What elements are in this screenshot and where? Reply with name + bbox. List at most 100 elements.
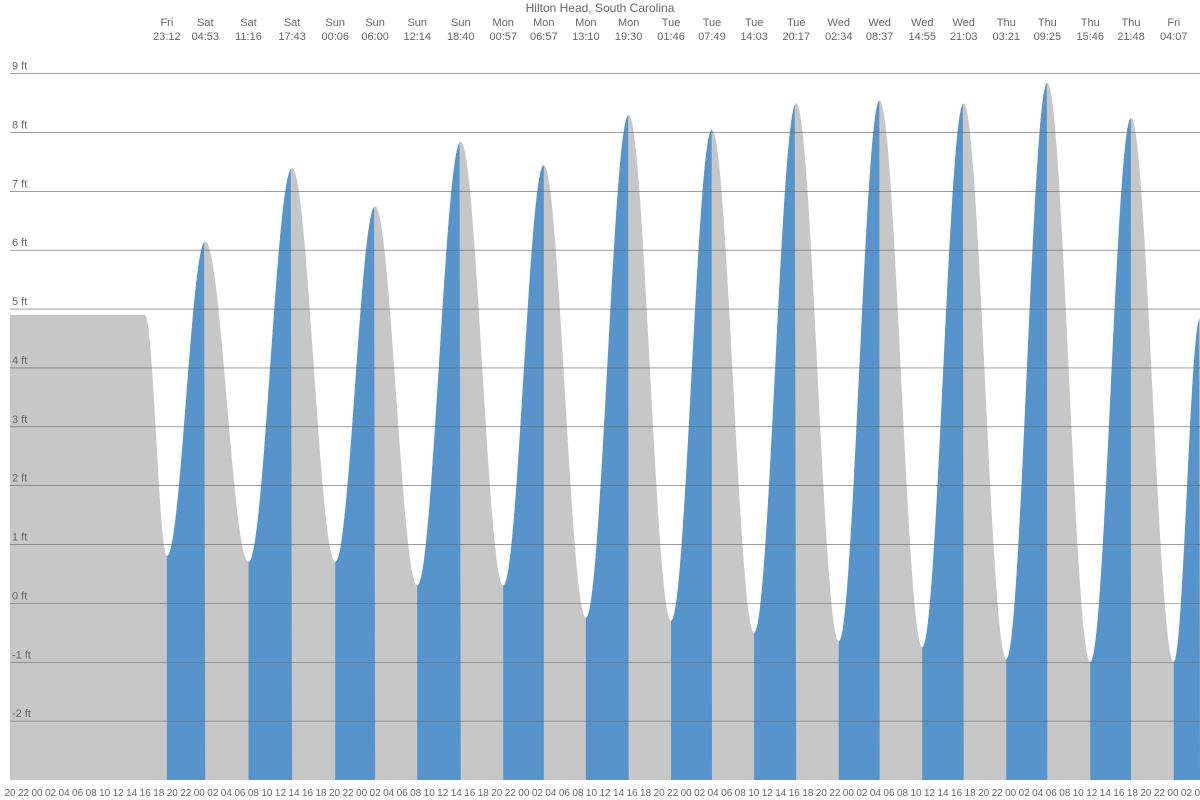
y-tick-label: 1 ft — [12, 532, 27, 544]
top-day-label: Wed — [911, 17, 933, 29]
x-tick-label: 16 — [464, 788, 476, 799]
x-tick-label: 22 — [18, 788, 30, 799]
y-tick-label: 2 ft — [12, 473, 27, 485]
x-tick-label: 04 — [383, 788, 395, 799]
x-tick-label: 16 — [789, 788, 801, 799]
x-tick-label: 18 — [1127, 788, 1139, 799]
top-day-label: Mon — [533, 17, 554, 29]
top-time-label: 06:57 — [530, 31, 558, 43]
x-tick-label: 08 — [735, 788, 747, 799]
x-tick-label: 02 — [207, 788, 219, 799]
x-tick-label: 18 — [315, 788, 327, 799]
x-tick-label: 02 — [1181, 788, 1193, 799]
x-tick-label: 04 — [221, 788, 233, 799]
top-day-label: Sat — [284, 17, 301, 29]
x-tick-label: 12 — [924, 788, 936, 799]
top-time-label: 09:25 — [1034, 31, 1062, 43]
x-tick-label: 12 — [275, 788, 287, 799]
top-day-label: Sun — [325, 17, 345, 29]
y-tick-label: 3 ft — [12, 414, 27, 426]
x-tick-label: 16 — [140, 788, 152, 799]
top-day-label: Wed — [952, 17, 974, 29]
x-tick-label: 22 — [992, 788, 1004, 799]
y-tick-label: 8 ft — [12, 119, 27, 131]
y-tick-label: 7 ft — [12, 178, 27, 190]
x-tick-label: 08 — [248, 788, 260, 799]
x-tick-label: 14 — [938, 788, 950, 799]
x-tick-label: 14 — [451, 788, 463, 799]
x-tick-label: 20 — [816, 788, 828, 799]
top-day-label: Tue — [662, 17, 681, 29]
x-tick-label: 06 — [72, 788, 84, 799]
top-time-label: 00:06 — [321, 31, 349, 43]
x-tick-label: 06 — [883, 788, 895, 799]
x-tick-label: 02 — [856, 788, 868, 799]
top-day-label: Sat — [197, 17, 214, 29]
x-tick-label: 22 — [1154, 788, 1166, 799]
top-day-label: Mon — [575, 17, 596, 29]
top-time-label: 21:03 — [950, 31, 978, 43]
x-tick-label: 20 — [978, 788, 990, 799]
x-tick-label: 20 — [491, 788, 503, 799]
y-tick-label: -2 ft — [12, 708, 31, 720]
x-tick-label: 22 — [505, 788, 517, 799]
x-tick-label: 16 — [302, 788, 314, 799]
x-tick-label: 04 — [870, 788, 882, 799]
x-tick-label: 06 — [234, 788, 246, 799]
top-time-label: 04:07 — [1160, 31, 1188, 43]
x-tick-label: 14 — [288, 788, 300, 799]
x-tick-label: 16 — [951, 788, 963, 799]
x-tick-label: 10 — [586, 788, 598, 799]
x-tick-label: 14 — [1100, 788, 1112, 799]
x-tick-label: 02 — [45, 788, 57, 799]
x-tick-label: 10 — [99, 788, 111, 799]
y-tick-label: 9 ft — [12, 61, 27, 73]
x-tick-label: 08 — [897, 788, 909, 799]
top-day-label: Thu — [1122, 17, 1141, 29]
x-tick-label: 04 — [1032, 788, 1044, 799]
x-tick-label: 12 — [1086, 788, 1098, 799]
top-time-label: 01:46 — [657, 31, 685, 43]
x-tick-label: 06 — [721, 788, 733, 799]
x-tick-label: 02 — [694, 788, 706, 799]
top-time-label: 20:17 — [782, 31, 810, 43]
x-tick-label: 02 — [532, 788, 544, 799]
top-time-label: 11:16 — [235, 31, 262, 43]
top-day-label: Wed — [868, 17, 890, 29]
top-time-label: 06:00 — [361, 31, 389, 43]
x-tick-label: 04 — [708, 788, 720, 799]
x-tick-label: 04 — [545, 788, 557, 799]
x-tick-label: 00 — [1005, 788, 1017, 799]
x-tick-label: 08 — [410, 788, 422, 799]
y-tick-label: 6 ft — [12, 237, 27, 249]
y-tick-label: 5 ft — [12, 296, 27, 308]
top-day-label: Tue — [745, 17, 764, 29]
top-time-label: 21:48 — [1117, 31, 1145, 43]
y-tick-label: 0 ft — [12, 590, 27, 602]
top-time-label: 17:43 — [278, 31, 306, 43]
x-tick-label: 06 — [559, 788, 571, 799]
top-time-label: 14:55 — [908, 31, 936, 43]
top-day-label: Mon — [618, 17, 639, 29]
x-tick-label: 18 — [802, 788, 814, 799]
top-time-label: 18:40 — [447, 31, 475, 43]
x-tick-label: 14 — [775, 788, 787, 799]
top-day-label: Fri — [1167, 17, 1180, 29]
x-tick-label: 22 — [667, 788, 679, 799]
top-day-label: Thu — [997, 17, 1016, 29]
top-time-label: 12:14 — [403, 31, 431, 43]
x-tick-label: 00 — [1167, 788, 1179, 799]
x-tick-label: 10 — [424, 788, 436, 799]
x-tick-label: 00 — [843, 788, 855, 799]
x-tick-label: 16 — [1113, 788, 1125, 799]
chart-title: Hilton Head, South Carolina — [526, 1, 675, 15]
x-tick-label: 02 — [1019, 788, 1031, 799]
x-tick-label: 08 — [1059, 788, 1071, 799]
x-tick-label: 00 — [31, 788, 43, 799]
x-tick-label: 00 — [194, 788, 206, 799]
top-day-label: Sun — [407, 17, 427, 29]
x-tick-label: 16 — [626, 788, 638, 799]
top-time-label: 07:49 — [698, 31, 726, 43]
top-day-label: Fri — [160, 17, 173, 29]
x-tick-label: 00 — [681, 788, 693, 799]
